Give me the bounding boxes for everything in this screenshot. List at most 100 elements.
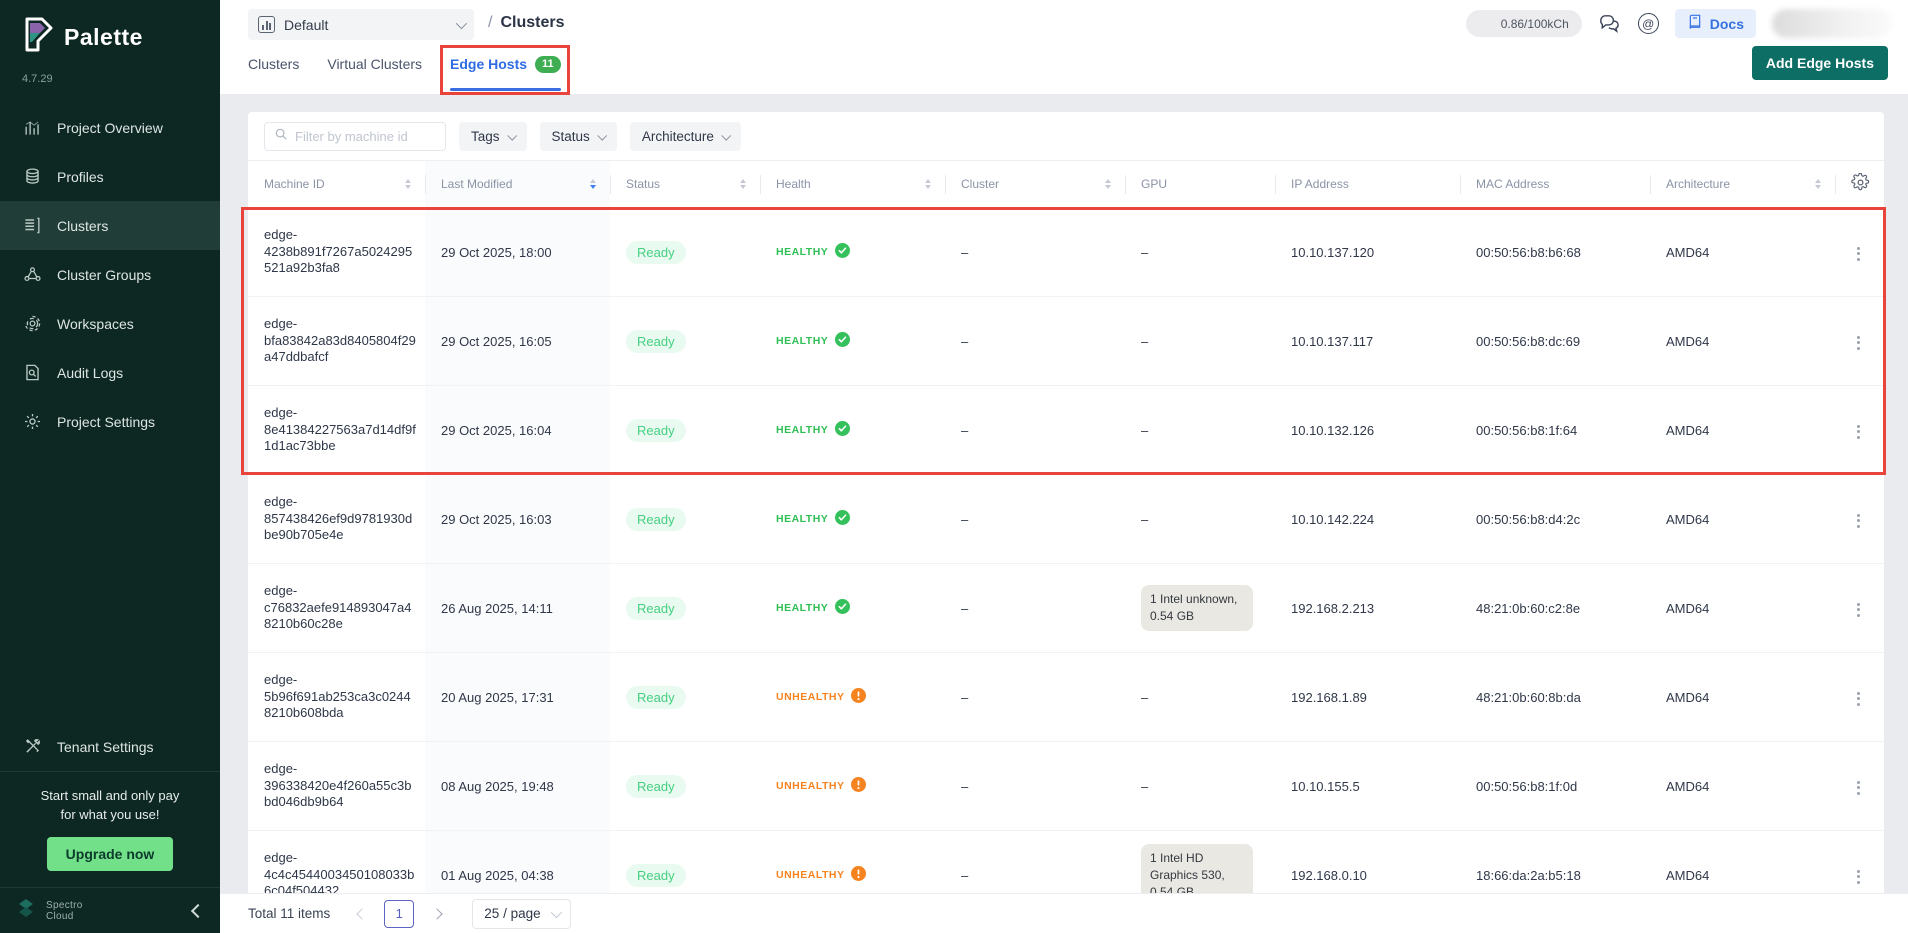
topbar-actions: 0.86/100kCh Docs — [1465, 9, 1892, 38]
prev-page-button[interactable] — [350, 904, 370, 924]
health-badge: UNHEALTHY — [776, 688, 867, 706]
column-header-architecture[interactable]: Architecture — [1650, 160, 1835, 208]
sidebar-item-cluster-groups[interactable]: Cluster Groups — [0, 250, 220, 299]
column-header-machine-id[interactable]: Machine ID — [248, 160, 425, 208]
project-selector[interactable]: Default — [248, 9, 474, 40]
table-row: edge- 857438426ef9d9781930dbe90b705e4e 29 … — [248, 474, 1884, 564]
column-header-cluster[interactable]: Cluster — [945, 160, 1125, 208]
machine-id: edge- 4c4c4544003450108033b6c04f504432 — [264, 850, 415, 893]
row-actions-kebab-icon[interactable] — [1851, 419, 1866, 445]
sort-icon[interactable] — [1815, 179, 1821, 189]
cell-status: Ready — [610, 385, 760, 475]
filter-status-dropdown[interactable]: Status — [539, 121, 617, 151]
table-row: edge- 396338420e4f260a55c3bbd046db9b64 08 … — [248, 741, 1884, 831]
profiles-icon — [23, 167, 42, 186]
filter-tags-dropdown[interactable]: Tags — [459, 121, 527, 151]
upgrade-now-button[interactable]: Upgrade now — [46, 837, 174, 871]
cell-mac-address: 00:50:56:b8:b6:68 — [1460, 207, 1650, 297]
tab-clusters[interactable]: Clusters — [248, 50, 299, 94]
tab-virtual-clusters[interactable]: Virtual Clusters — [327, 50, 422, 94]
upgrade-promo: Start small and only pay for what you us… — [0, 771, 220, 887]
health-badge: HEALTHY — [776, 243, 851, 261]
sort-icon[interactable] — [740, 179, 746, 189]
sidebar-item-project-overview[interactable]: Project Overview — [0, 103, 220, 152]
cell-last-modified: 26 Aug 2025, 14:11 — [425, 563, 610, 653]
sort-icon[interactable] — [925, 179, 931, 189]
column-header-last-modified[interactable]: Last Modified — [425, 160, 610, 208]
status-badge: Ready — [626, 507, 686, 531]
next-page-button[interactable] — [428, 904, 448, 924]
search-input[interactable] — [295, 128, 436, 144]
sort-icon[interactable] — [1105, 179, 1111, 189]
docs-button[interactable]: Docs — [1674, 9, 1756, 38]
cell-gpu: – — [1125, 207, 1275, 297]
table-row: edge- 8e41384227563a7d14df9f1d1ac73bbe 29 … — [248, 385, 1884, 475]
health-label: UNHEALTHY — [776, 780, 845, 792]
content-area: Tags Status Architecture Machine ID Last Mo… — [220, 94, 1908, 893]
cell-machine-id: edge- 396338420e4f260a55c3bbd046db9b64 — [248, 741, 425, 831]
table-row: edge- 4238b891f7267a5024295521a92b3fa8 29 … — [248, 207, 1884, 297]
project-scope-icon — [258, 16, 275, 33]
gpu-badge: 1 Intel unknown, 0.54 GB — [1141, 585, 1253, 631]
row-actions-kebab-icon[interactable] — [1851, 864, 1866, 890]
sidebar-item-workspaces[interactable]: Workspaces — [0, 299, 220, 348]
machine-id: edge- 5b96f691ab253ca3c02448210b608bda — [264, 672, 411, 721]
cell-architecture: AMD64 — [1650, 474, 1835, 564]
cell-health: HEALTHY — [760, 296, 945, 386]
filter-architecture-dropdown[interactable]: Architecture — [629, 121, 741, 151]
add-edge-hosts-button[interactable]: Add Edge Hosts — [1751, 46, 1888, 80]
page-size-value: 25 / page — [484, 906, 541, 921]
sort-icon[interactable] — [590, 179, 596, 189]
cell-mac-address: 00:50:56:b8:1f:0d — [1460, 741, 1650, 831]
tab-edge-hosts[interactable]: Edge Hosts 11 — [450, 50, 561, 94]
sidebar: Palette 4.7.29 Project Overview Profiles C… — [0, 0, 220, 933]
row-actions-kebab-icon[interactable] — [1851, 330, 1866, 356]
page-number[interactable]: 1 — [384, 899, 415, 928]
cell-status: Ready — [610, 741, 760, 831]
cell-cluster: – — [945, 385, 1125, 475]
mention-icon[interactable] — [1637, 13, 1659, 34]
table-settings-gear-icon[interactable] — [1851, 173, 1870, 192]
sidebar-item-label: Project Overview — [57, 119, 163, 136]
sort-desc-icon — [405, 185, 411, 189]
breadcrumb-separator: / — [488, 14, 493, 31]
page-size-select[interactable]: 25 / page — [472, 898, 571, 929]
cell-architecture: AMD64 — [1650, 385, 1835, 475]
sidebar-item-tenant-settings[interactable]: Tenant Settings — [0, 722, 220, 771]
row-actions-kebab-icon[interactable] — [1851, 597, 1866, 623]
check-circle-icon — [835, 510, 851, 528]
collapse-sidebar-button[interactable] — [186, 902, 204, 920]
sidebar-item-clusters[interactable]: Clusters — [0, 201, 220, 250]
row-actions-kebab-icon[interactable] — [1851, 508, 1866, 534]
cell-ip-address: 10.10.137.117 — [1275, 296, 1460, 386]
health-label: HEALTHY — [776, 602, 829, 614]
sidebar-item-profiles[interactable]: Profiles — [0, 152, 220, 201]
cell-gpu: 1 Intel HD Graphics 530, 0.54 GB — [1125, 830, 1275, 893]
machine-id: edge- 4238b891f7267a5024295521a92b3fa8 — [264, 227, 413, 276]
column-header-status[interactable]: Status — [610, 160, 760, 208]
sidebar-item-project-settings[interactable]: Project Settings — [0, 397, 220, 446]
row-actions-kebab-icon[interactable] — [1851, 686, 1866, 712]
status-badge: Ready — [626, 863, 686, 887]
chat-icon[interactable] — [1598, 12, 1622, 36]
row-actions-kebab-icon[interactable] — [1851, 775, 1866, 801]
cell-architecture: AMD64 — [1650, 741, 1835, 831]
cell-last-modified: 29 Oct 2025, 16:03 — [425, 474, 610, 564]
cell-last-modified: 29 Oct 2025, 16:05 — [425, 296, 610, 386]
cell-gpu: – — [1125, 296, 1275, 386]
machine-id-search[interactable] — [264, 121, 446, 151]
sidebar-item-audit-logs[interactable]: Audit Logs — [0, 348, 220, 397]
health-label: HEALTHY — [776, 424, 829, 436]
cell-machine-id: edge- 857438426ef9d9781930dbe90b705e4e — [248, 474, 425, 564]
cell-gpu: – — [1125, 741, 1275, 831]
user-account-blurred[interactable] — [1772, 9, 1892, 38]
cell-machine-id: edge- 5b96f691ab253ca3c02448210b608bda — [248, 652, 425, 742]
cell-actions — [1835, 652, 1884, 742]
cell-mac-address: 00:50:56:b8:d4:2c — [1460, 474, 1650, 564]
sort-icon[interactable] — [405, 179, 411, 189]
tools-icon — [23, 737, 42, 756]
column-header-gpu: GPU — [1125, 160, 1275, 208]
chevron-down-icon — [455, 17, 468, 29]
column-header-health[interactable]: Health — [760, 160, 945, 208]
row-actions-kebab-icon[interactable] — [1851, 241, 1866, 267]
